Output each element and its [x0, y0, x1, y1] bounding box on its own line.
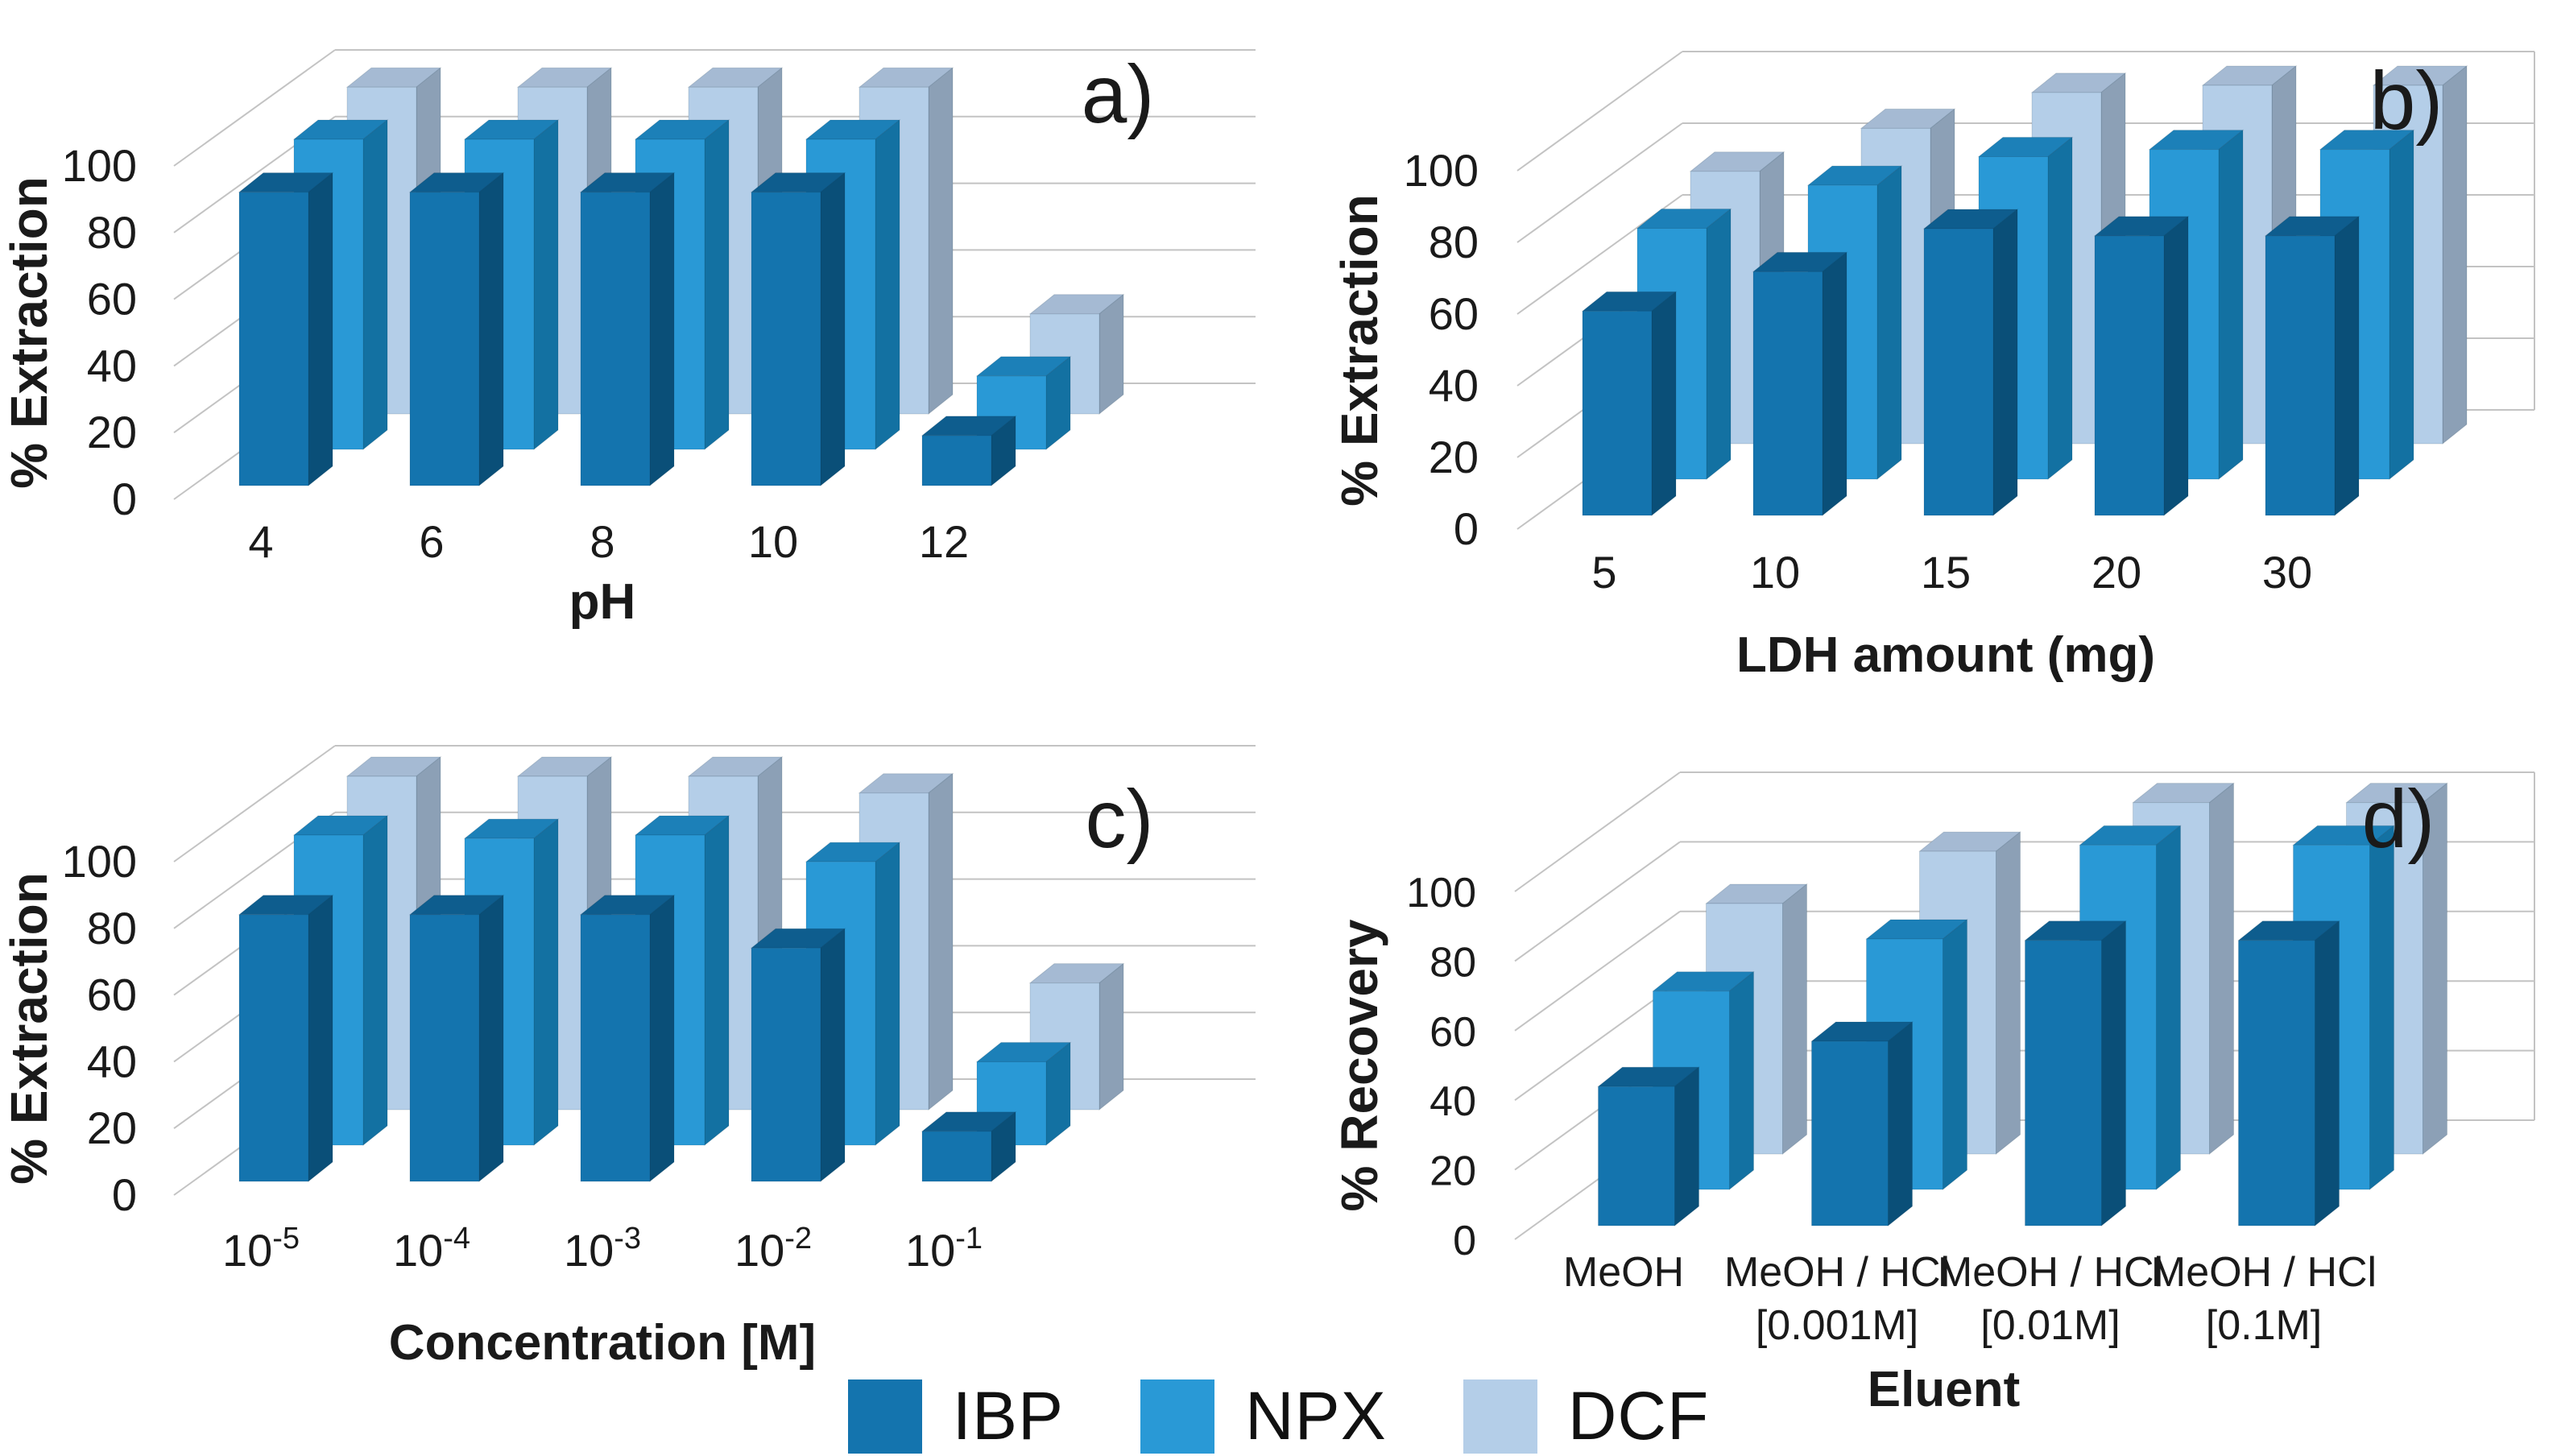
svg-text:10-4: 10-4	[393, 1222, 470, 1276]
svg-text:10-1: 10-1	[905, 1222, 983, 1276]
panel-d-recovery-vs-eluent: 0 20 40 60 80 100 % Recovery MeOH MeOH / HCl [0.0…	[1279, 659, 2557, 1456]
legend: IBP NPX DCF	[0, 1377, 2557, 1455]
svg-text:15: 15	[1921, 547, 1971, 598]
panel-c-extraction-vs-concentration: 0 20 40 60 80 100% Extraction 10-5 10-4 10-3 10-2…	[0, 659, 1278, 1392]
svg-text:10-3: 10-3	[564, 1222, 641, 1276]
legend-item-ibp: IBP	[847, 1377, 1065, 1455]
svg-text:12: 12	[919, 516, 969, 567]
panel-a-extraction-vs-ph: 0 20 40 60 80 100% Extraction 4 6 8 10 12 pH a)	[0, 0, 1278, 654]
svg-text:40: 40	[87, 340, 137, 391]
chart-b-ldh-amount: 0 20 40 60 80 100 % Extraction 5 10 15 20 30 LDH amo…	[1330, 51, 2535, 683]
svg-text:100: 100	[62, 836, 137, 887]
svg-text:Eluent: Eluent	[1868, 1362, 2020, 1417]
svg-text:MeOH / HCl: MeOH / HCl	[1938, 1249, 2163, 1296]
svg-text:60: 60	[1430, 1009, 1476, 1056]
legend-swatch-npx	[1140, 1379, 1215, 1454]
svg-text:40: 40	[87, 1036, 137, 1086]
legend-item-dcf: DCF	[1463, 1377, 1710, 1455]
svg-text:% Extraction: % Extraction	[0, 176, 58, 489]
svg-text:% Extraction: % Extraction	[0, 872, 58, 1185]
svg-text:40: 40	[1430, 1078, 1476, 1125]
svg-text:a): a)	[1082, 48, 1155, 140]
svg-text:100: 100	[62, 140, 137, 191]
svg-text:0: 0	[1454, 503, 1479, 554]
legend-swatch-ibp	[847, 1379, 922, 1454]
chart-d-eluent: 0 20 40 60 80 100 % Recovery MeOH MeOH / HCl [0.0…	[1330, 771, 2535, 1417]
legend-item-npx: NPX	[1140, 1377, 1387, 1455]
svg-text:8: 8	[590, 516, 614, 567]
legend-label-npx: NPX	[1245, 1378, 1387, 1454]
svg-text:[0.01M]: [0.01M]	[1980, 1302, 2120, 1349]
svg-text:MeOH: MeOH	[1563, 1249, 1684, 1296]
svg-text:b): b)	[2370, 55, 2443, 147]
svg-text:LDH amount (mg): LDH amount (mg)	[1736, 627, 2155, 683]
svg-text:4: 4	[248, 516, 273, 567]
svg-text:60: 60	[87, 970, 137, 1020]
svg-text:0: 0	[112, 474, 137, 524]
svg-text:% Recovery: % Recovery	[1330, 919, 1388, 1211]
svg-text:80: 80	[87, 207, 137, 258]
svg-text:20: 20	[1430, 1148, 1476, 1195]
svg-text:10-5: 10-5	[222, 1222, 300, 1276]
legend-label-dcf: DCF	[1567, 1378, 1710, 1454]
svg-text:d): d)	[2362, 773, 2435, 865]
svg-text:10-2: 10-2	[734, 1222, 812, 1276]
svg-text:% Extraction: % Extraction	[1330, 194, 1388, 507]
svg-text:10: 10	[1750, 547, 1800, 598]
svg-text:20: 20	[1429, 432, 1479, 482]
svg-text:5: 5	[1591, 547, 1616, 598]
svg-text:[0.1M]: [0.1M]	[2206, 1302, 2323, 1349]
svg-text:80: 80	[1430, 939, 1476, 986]
svg-text:10: 10	[748, 516, 798, 567]
chart-c-concentration: 0 20 40 60 80 100% Extraction 10-5 10-4 10-3 10-2…	[0, 745, 1256, 1371]
svg-text:20: 20	[87, 407, 137, 457]
svg-text:[0.001M]: [0.001M]	[1756, 1302, 1918, 1349]
svg-text:20: 20	[2092, 547, 2141, 598]
svg-text:20: 20	[87, 1102, 137, 1153]
svg-text:0: 0	[112, 1169, 137, 1220]
svg-text:0: 0	[1453, 1218, 1476, 1264]
svg-text:MeOH / HCl: MeOH / HCl	[2151, 1249, 2377, 1296]
svg-text:40: 40	[1429, 360, 1479, 411]
svg-text:c): c)	[1086, 773, 1154, 865]
svg-text:pH: pH	[569, 574, 636, 630]
svg-text:60: 60	[1429, 288, 1479, 339]
svg-text:6: 6	[419, 516, 444, 567]
svg-text:30: 30	[2262, 547, 2312, 598]
svg-text:Concentration [M]: Concentration [M]	[389, 1315, 816, 1371]
svg-text:MeOH / HCl: MeOH / HCl	[1724, 1249, 1950, 1296]
svg-text:100: 100	[1406, 870, 1476, 916]
panel-b-extraction-vs-ldh-amount: 0 20 40 60 80 100 % Extraction 5 10 15 20 30 LDH amo…	[1279, 0, 2557, 709]
chart-a-ph: 0 20 40 60 80 100% Extraction 4 6 8 10 12 pH a)	[0, 48, 1256, 630]
svg-text:60: 60	[87, 274, 137, 325]
legend-swatch-dcf	[1463, 1379, 1537, 1454]
svg-text:80: 80	[1429, 217, 1479, 267]
svg-text:100: 100	[1404, 145, 1479, 196]
svg-text:80: 80	[87, 903, 137, 953]
legend-label-ibp: IBP	[952, 1378, 1065, 1454]
